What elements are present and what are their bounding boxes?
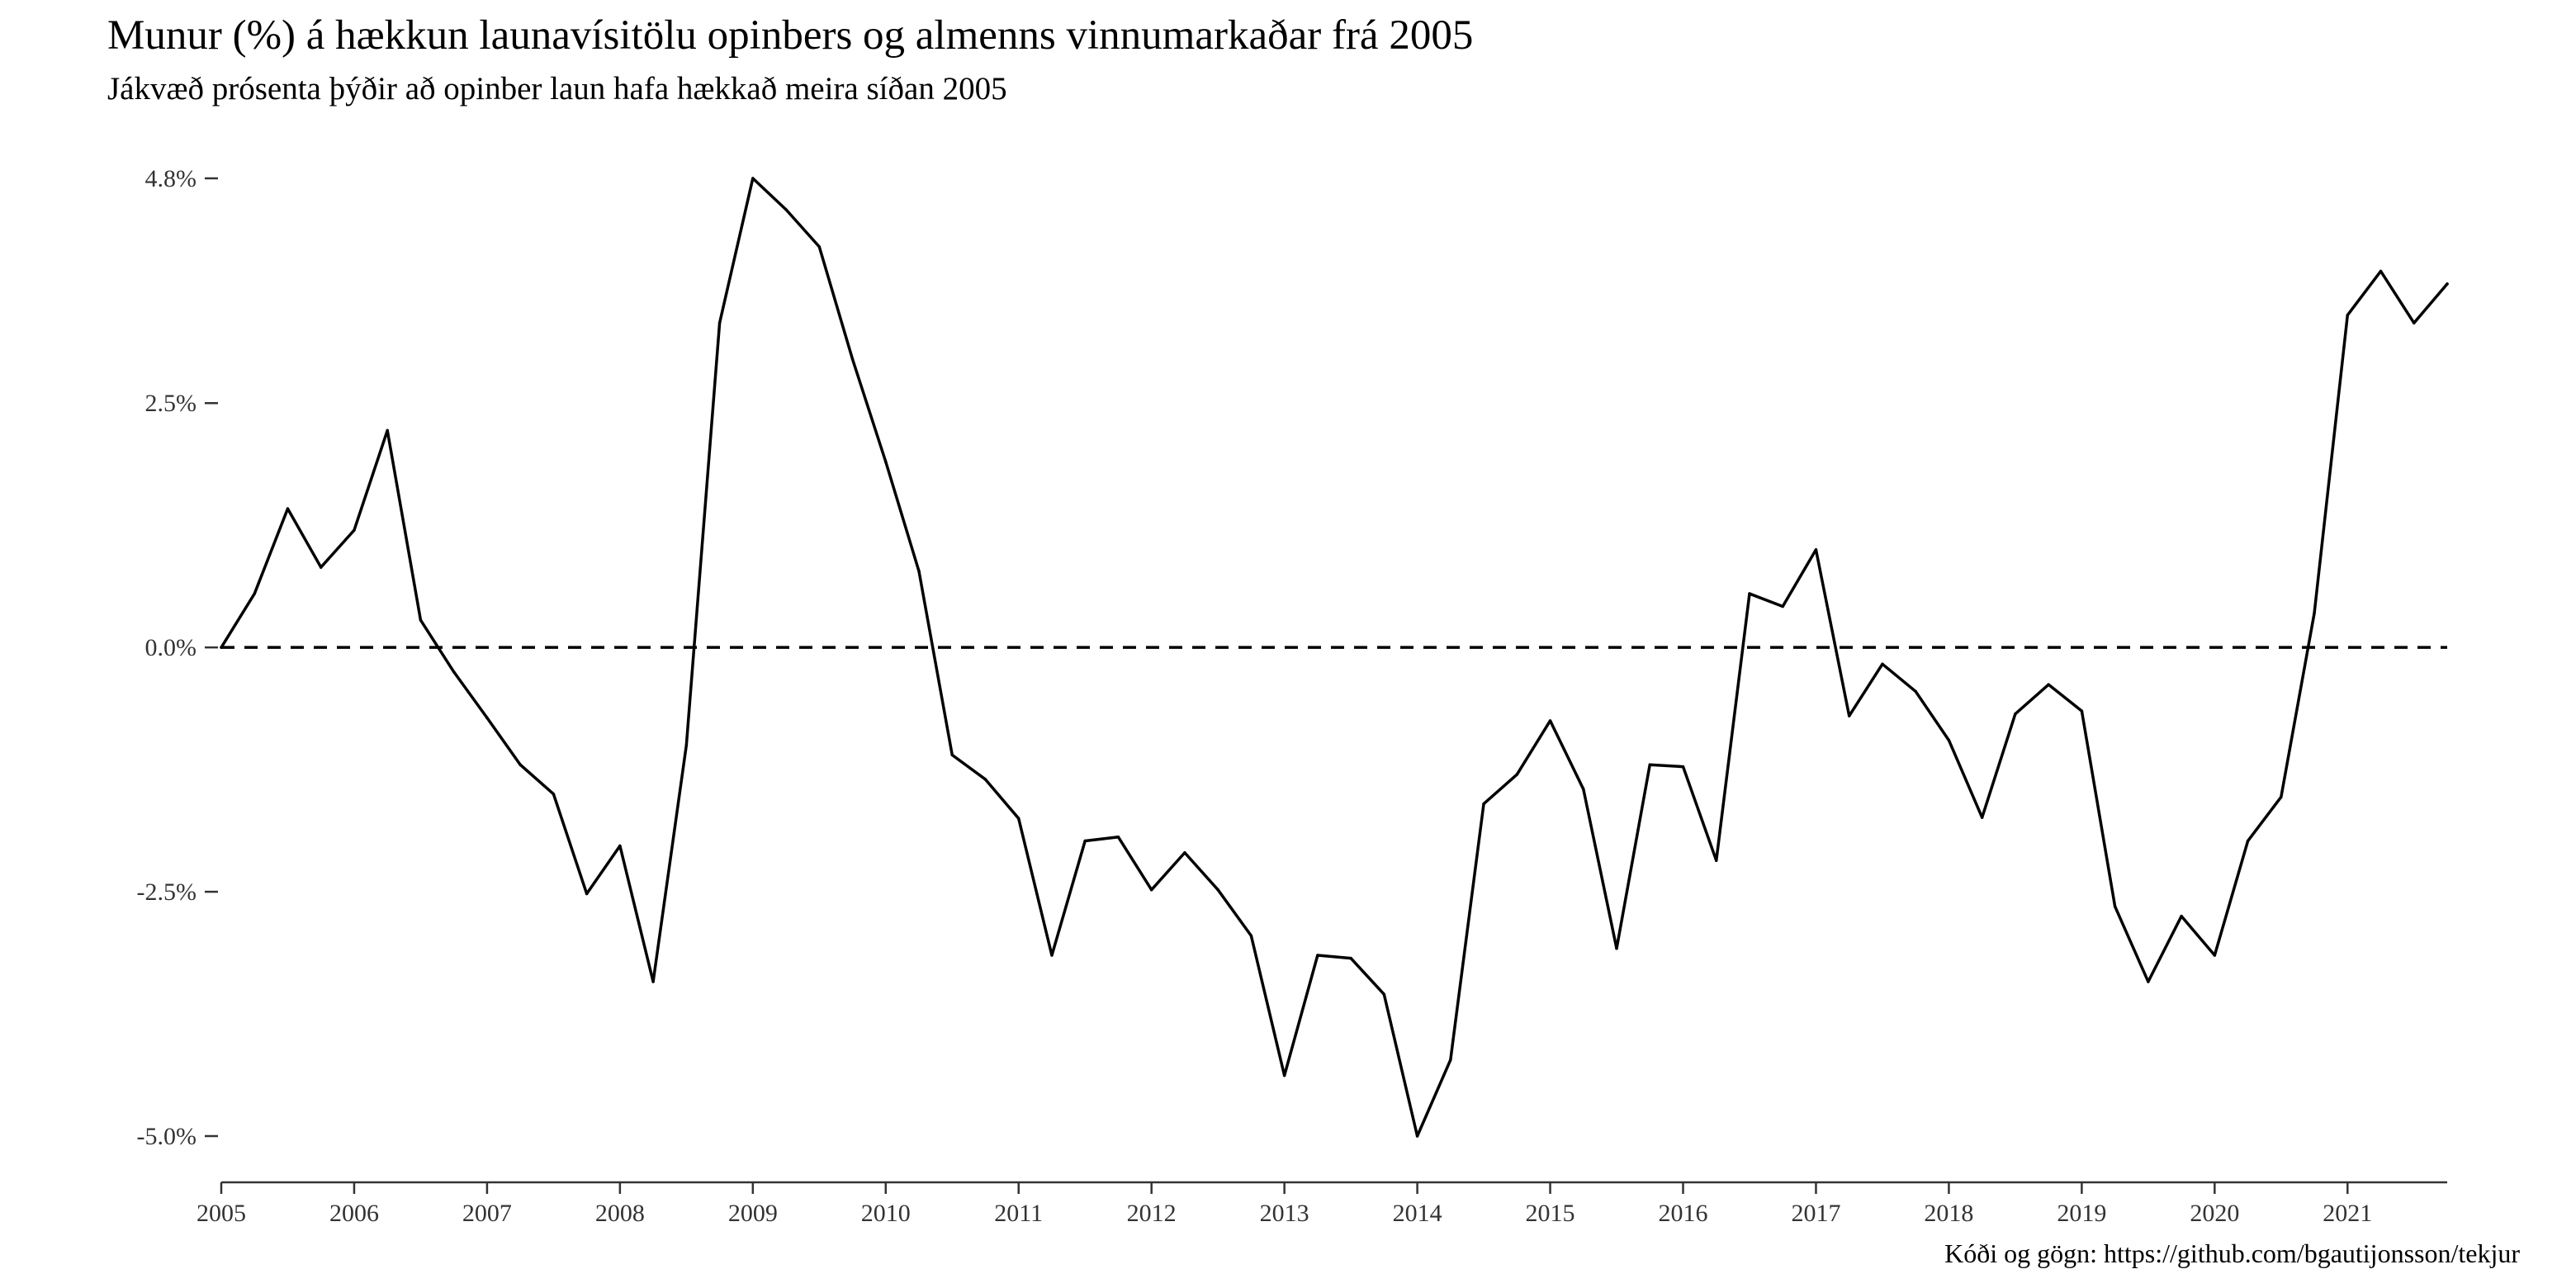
data-point [1881, 662, 1884, 666]
data-point [1382, 992, 1386, 997]
chart-subtitle: Jákvæð prósenta þýðir að opinber laun ha… [107, 71, 1007, 107]
data-point [519, 763, 522, 766]
data-point [2246, 839, 2250, 843]
chart-title: Munur (%) á hækkun launavísitölu opinber… [107, 12, 1474, 59]
y-tick-label: 2.5% [145, 390, 197, 417]
data-point [1814, 548, 1818, 552]
data-point [585, 892, 589, 896]
data-point [1116, 836, 1120, 839]
data-point [1249, 934, 1253, 938]
data-point [1316, 954, 1319, 957]
data-point [1482, 802, 1485, 806]
data-point [2346, 313, 2350, 317]
data-point [1947, 738, 1951, 742]
data-point [917, 570, 921, 573]
data-point [286, 507, 290, 510]
data-point [552, 792, 556, 796]
x-axis: 2005 2006 2007 2008 2009 2010 2011 2012 2013 2014… [197, 1181, 2447, 1227]
x-tick-label: 2019 [2057, 1200, 2106, 1227]
data-point [2080, 709, 2084, 713]
data-point [2280, 795, 2283, 799]
data-point [253, 592, 256, 595]
y-tick-label: -2.5% [137, 878, 197, 906]
data-point [319, 566, 323, 569]
y-tick-label: -5.0% [137, 1123, 197, 1150]
data-point [485, 716, 489, 720]
data-point [1914, 689, 1917, 694]
x-tick-label: 2008 [595, 1200, 645, 1227]
data-point [1615, 946, 1618, 950]
x-tick-label: 2009 [728, 1200, 778, 1227]
data-point [2313, 611, 2316, 615]
data-point [2047, 683, 2050, 686]
data-point [651, 980, 655, 983]
series-line [220, 177, 2449, 1138]
data-point [751, 177, 755, 180]
x-tick-label: 2010 [861, 1200, 911, 1227]
x-tick-label: 2006 [329, 1200, 379, 1227]
data-point [1515, 773, 1519, 776]
series-group [220, 177, 2449, 1138]
data-point [1582, 788, 1585, 791]
data-point [1415, 1134, 1419, 1138]
x-tick-label: 2013 [1260, 1200, 1309, 1227]
data-point [1681, 765, 1685, 769]
x-tick-label: 2018 [1924, 1200, 1973, 1227]
x-tick-label: 2021 [2323, 1200, 2372, 1227]
data-point [2446, 282, 2449, 286]
data-point [817, 245, 822, 249]
y-tick-label: 4.8% [145, 165, 197, 192]
data-point [452, 670, 456, 674]
data-point [983, 778, 987, 781]
data-point [1648, 763, 1652, 766]
data-point [419, 618, 423, 622]
data-point [1050, 954, 1054, 957]
chart-caption: Kóði og gögn: https://github.com/bgautij… [1944, 1238, 2520, 1268]
x-tick-label: 2020 [2190, 1200, 2239, 1227]
data-point [386, 429, 389, 433]
data-point [1149, 888, 1153, 892]
data-point [684, 743, 689, 747]
x-tick-label: 2015 [1526, 1200, 1575, 1227]
data-point [1282, 1073, 1286, 1077]
y-tick-label: 0.0% [145, 634, 197, 661]
x-tick-label: 2014 [1393, 1200, 1442, 1227]
data-point [950, 753, 954, 757]
data-point [1449, 1058, 1452, 1062]
data-point [220, 646, 223, 649]
x-tick-label: 2011 [994, 1200, 1043, 1227]
data-point [353, 528, 356, 532]
y-axis: -5.0% -2.5% 0.0% 2.5% 4.8% [137, 165, 218, 1150]
data-point [618, 844, 622, 848]
data-point [1083, 839, 1087, 843]
data-point [1548, 719, 1552, 722]
data-point [1980, 816, 1984, 819]
data-point [2014, 712, 2017, 716]
data-point [1847, 714, 1851, 717]
x-tick-label: 2007 [462, 1200, 512, 1227]
data-point [1349, 956, 1352, 960]
data-point [2213, 954, 2217, 957]
data-point [2147, 980, 2150, 983]
x-tick-label: 2012 [1127, 1200, 1177, 1227]
data-point [1216, 888, 1219, 892]
x-tick-label: 2017 [1791, 1200, 1840, 1227]
data-point [2180, 914, 2183, 918]
data-point [2113, 905, 2117, 908]
data-point [850, 358, 855, 361]
data-point [1781, 604, 1784, 608]
data-point [1715, 859, 1718, 862]
data-point [717, 321, 722, 324]
x-tick-label: 2005 [197, 1200, 246, 1227]
data-point [784, 208, 788, 211]
data-point [2379, 269, 2383, 273]
data-point [1016, 817, 1020, 821]
data-point [1748, 592, 1751, 595]
x-tick-label: 2016 [1659, 1200, 1708, 1227]
data-point [2413, 321, 2416, 324]
data-point [1183, 850, 1186, 855]
data-point [884, 460, 888, 464]
